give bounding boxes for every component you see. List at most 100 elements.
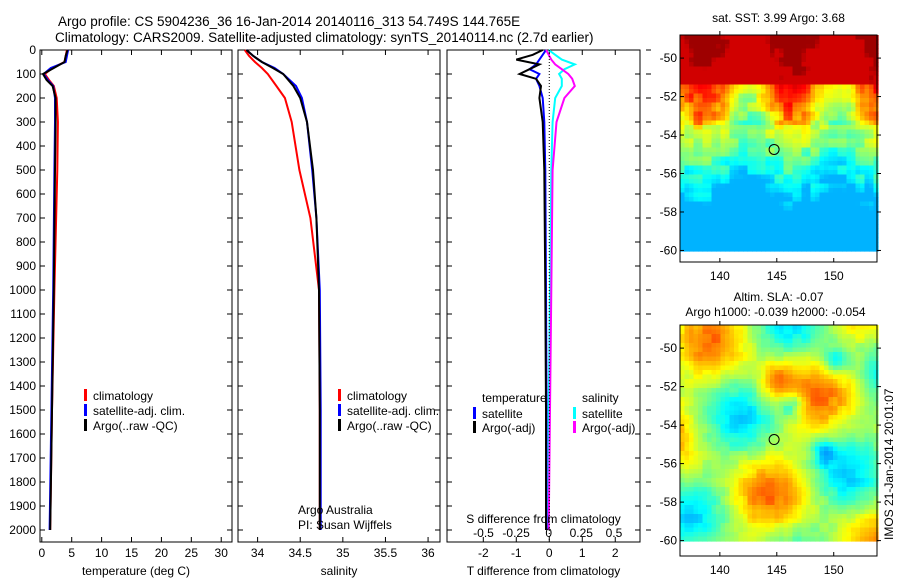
map-cell bbox=[873, 53, 879, 59]
map-cell bbox=[851, 361, 857, 367]
map-cell bbox=[734, 138, 740, 144]
map-cell bbox=[716, 75, 722, 81]
map-cell bbox=[860, 406, 866, 412]
map-cell bbox=[765, 228, 771, 234]
map-cell bbox=[747, 365, 753, 371]
map-cell bbox=[725, 518, 731, 524]
map-cell bbox=[860, 93, 866, 99]
map-cell bbox=[810, 156, 816, 162]
map-cell bbox=[680, 370, 686, 376]
map-cell bbox=[842, 419, 848, 425]
annotation-text: Argo Australia bbox=[298, 503, 373, 517]
map-cell bbox=[783, 352, 789, 358]
map-cell bbox=[864, 174, 870, 180]
map-cell bbox=[846, 71, 852, 77]
map-cell bbox=[806, 428, 812, 434]
map-cell bbox=[738, 143, 744, 149]
map-cell bbox=[837, 482, 843, 488]
map-cell bbox=[828, 451, 834, 457]
map-cell bbox=[855, 89, 861, 95]
map-cell bbox=[855, 102, 861, 108]
map-cell bbox=[725, 428, 731, 434]
map-cell bbox=[801, 224, 807, 230]
map-cell bbox=[725, 523, 731, 529]
map-cell bbox=[873, 71, 879, 77]
map-cell bbox=[702, 437, 708, 443]
map-cell bbox=[765, 147, 771, 153]
map-cell bbox=[716, 433, 722, 439]
map-cell bbox=[788, 514, 794, 520]
lat-tick-label: -52 bbox=[660, 90, 678, 104]
map-cell bbox=[698, 98, 704, 104]
map-cell bbox=[837, 192, 843, 198]
map-cell bbox=[837, 410, 843, 416]
map-cell bbox=[810, 192, 816, 198]
map-cell bbox=[860, 183, 866, 189]
map-cell bbox=[680, 374, 686, 380]
map-cell bbox=[702, 428, 708, 434]
map-cell bbox=[828, 424, 834, 430]
map-cell bbox=[792, 496, 798, 502]
map-cell bbox=[846, 532, 852, 538]
map-cell bbox=[810, 442, 816, 448]
map-cell bbox=[860, 48, 866, 54]
map-cell bbox=[729, 233, 735, 239]
map-cell bbox=[698, 174, 704, 180]
map-cell bbox=[851, 536, 857, 542]
map-cell bbox=[833, 188, 839, 194]
lat-tick-label: -50 bbox=[660, 51, 678, 65]
map-cell bbox=[761, 500, 767, 506]
series-line-argo-raw-qc- bbox=[41, 49, 69, 531]
map-cell bbox=[734, 228, 740, 234]
map-cell bbox=[756, 379, 762, 385]
map-cell bbox=[828, 219, 834, 225]
map-cell bbox=[761, 392, 767, 398]
map-cell bbox=[738, 161, 744, 167]
map-cell bbox=[734, 523, 740, 529]
map-cell bbox=[761, 138, 767, 144]
map-cell bbox=[864, 237, 870, 243]
map-cell bbox=[698, 478, 704, 484]
map-cell bbox=[680, 147, 686, 153]
map-cell bbox=[806, 174, 812, 180]
map-cell bbox=[779, 356, 785, 362]
map-cell bbox=[819, 75, 825, 81]
map-cell bbox=[752, 469, 758, 475]
map-cell bbox=[837, 509, 843, 515]
map-cell bbox=[806, 165, 812, 171]
map-cell bbox=[693, 237, 699, 243]
map-cell bbox=[828, 237, 834, 243]
map-cell bbox=[702, 98, 708, 104]
map-cell bbox=[846, 201, 852, 207]
map-cell bbox=[716, 392, 722, 398]
map-cell bbox=[752, 35, 758, 41]
map-cell bbox=[752, 156, 758, 162]
map-cell bbox=[851, 111, 857, 117]
map-cell bbox=[860, 379, 866, 385]
map-cell bbox=[833, 116, 839, 122]
map-cell bbox=[747, 415, 753, 421]
map-cell bbox=[864, 188, 870, 194]
map-cell bbox=[729, 116, 735, 122]
map-cell bbox=[837, 161, 843, 167]
map-cell bbox=[752, 509, 758, 515]
map-cell bbox=[846, 219, 852, 225]
map-cell bbox=[743, 482, 749, 488]
map-cell bbox=[725, 62, 731, 68]
map-cell bbox=[756, 334, 762, 340]
map-cell bbox=[797, 206, 803, 212]
map-cell bbox=[833, 469, 839, 475]
map-cell bbox=[689, 53, 695, 59]
map-cell bbox=[680, 451, 686, 457]
map-cell bbox=[788, 532, 794, 538]
map-cell bbox=[747, 334, 753, 340]
map-cell bbox=[855, 451, 861, 457]
map-cell bbox=[747, 98, 753, 104]
map-cell bbox=[684, 107, 690, 113]
map-cell bbox=[738, 415, 744, 421]
map-cell bbox=[729, 219, 735, 225]
map-cell bbox=[711, 188, 717, 194]
map-cell bbox=[810, 392, 816, 398]
map-cell bbox=[801, 183, 807, 189]
map-cell bbox=[702, 120, 708, 126]
